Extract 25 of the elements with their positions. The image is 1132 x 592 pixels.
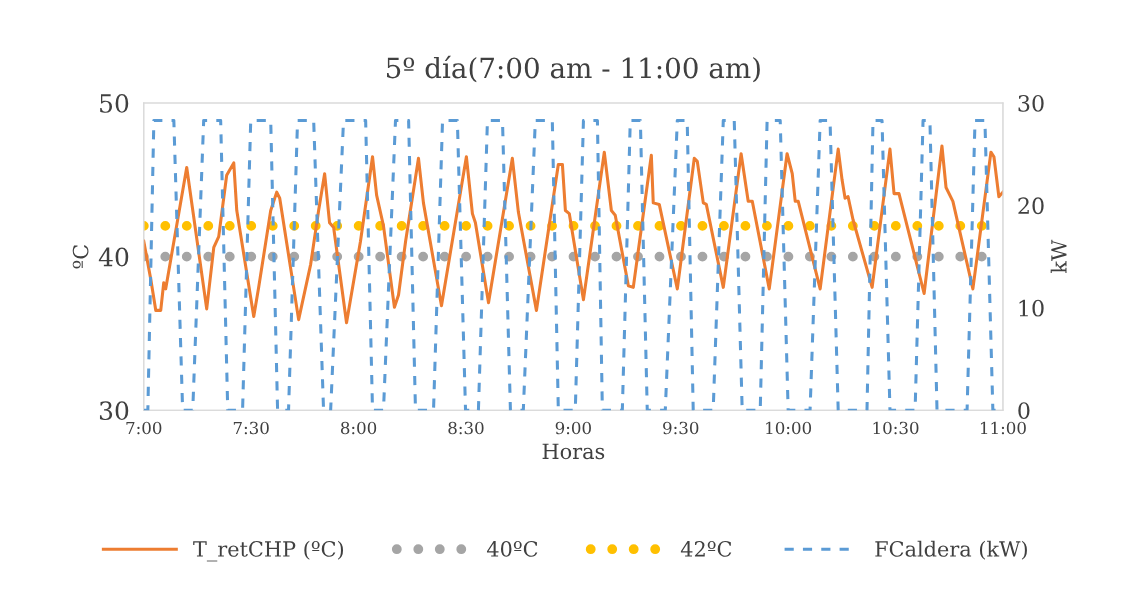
y-tick-label: 30	[99, 401, 129, 421]
x-tick-label: 10:00	[766, 421, 812, 435]
y-axis-title: ºC	[72, 245, 89, 269]
legend-label: FCaldera (kW)	[875, 540, 1027, 560]
y2-tick-label: 10	[1019, 299, 1044, 317]
chart-title: 5º día(7:00 am - 11:00 am)	[387, 55, 760, 83]
x-tick-label: 7:30	[233, 421, 269, 435]
x-tick-label: 8:00	[340, 421, 377, 435]
line-series	[143, 144, 1003, 325]
y2-tick-label: 20	[1018, 197, 1044, 215]
y2-axis-title: kW	[1050, 239, 1067, 274]
x-tick-label: 10:30	[873, 421, 919, 435]
y-tick-label: 50	[100, 93, 129, 113]
legend-label: 40ºC	[486, 541, 538, 557]
x-axis-title: Horas	[542, 443, 605, 460]
y-tick-label: 40	[98, 247, 129, 267]
legend-label: 42ºC	[680, 541, 732, 557]
x-tick-label: 11:00	[980, 421, 1026, 435]
legend-label: T_retCHP (ºC)	[193, 540, 344, 562]
x-tick-label: 9:30	[663, 421, 699, 435]
y2-tick-label: 0	[1018, 402, 1030, 420]
x-tick-label: 9:00	[555, 421, 591, 435]
x-tick-label: 7:00	[126, 421, 162, 435]
x-tick-label: 8:30	[448, 421, 484, 435]
y2-tick-label: 30	[1018, 94, 1044, 112]
